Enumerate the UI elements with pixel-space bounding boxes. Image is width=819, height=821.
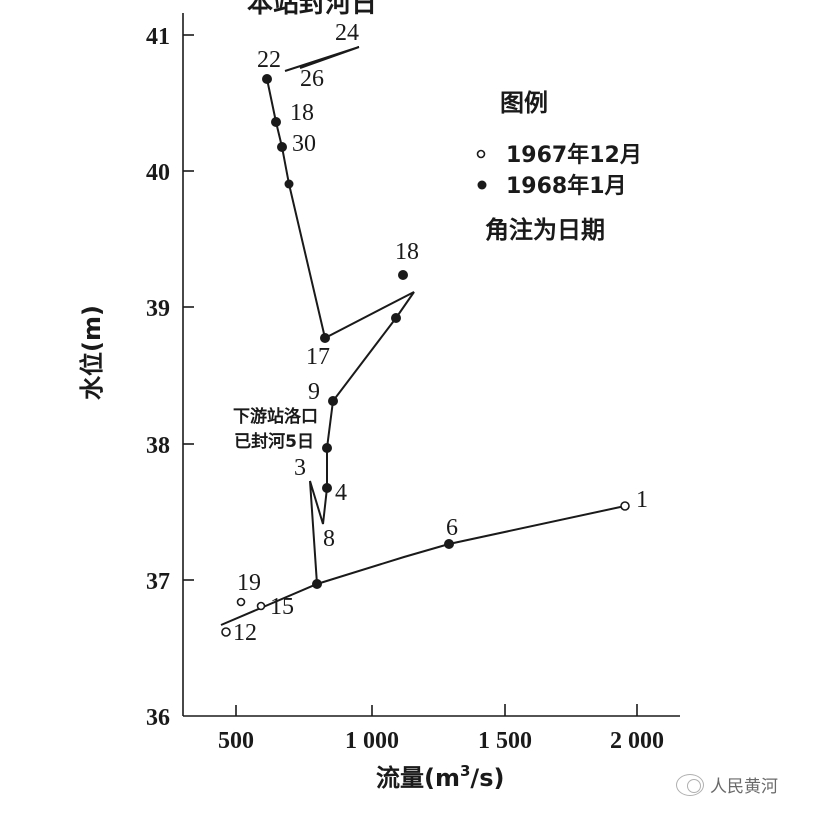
label-18-right: 18 xyxy=(395,239,419,265)
annotation-line1: 下游站洛口 xyxy=(233,406,318,427)
x-axis-label: 流量(m3/s) xyxy=(376,762,504,792)
y-tick-40: 40 xyxy=(146,160,170,186)
data-lines xyxy=(220,46,626,626)
point-dec-15 xyxy=(256,601,266,611)
y-axis-label: 水位(m) xyxy=(78,305,106,400)
legend-filled-label: 1968年1月 xyxy=(506,173,627,199)
legend-filled-marker xyxy=(477,180,487,190)
legend-title: 图例 xyxy=(500,89,548,117)
watermark-text: 人民黄河 xyxy=(710,777,778,797)
point-jan-17 xyxy=(320,333,330,343)
top-loop-line xyxy=(284,46,360,72)
downstream-annotation: 下游站洛口 已封河5日 xyxy=(233,406,318,452)
label-22: 22 xyxy=(257,47,281,73)
label-1: 1 xyxy=(636,487,648,513)
y-tick-38: 38 xyxy=(146,433,170,459)
y-tick-labels: 41 40 39 38 37 36 xyxy=(146,24,170,731)
axes xyxy=(182,13,680,717)
series-1967-12 xyxy=(221,501,630,637)
point-30 xyxy=(277,142,287,152)
point-labels: 22 24 26 18 30 18 17 9 3 4 8 6 1 19 15 1… xyxy=(233,20,648,646)
y-tick-41: 41 xyxy=(146,24,170,50)
y-tick-37: 37 xyxy=(146,569,170,595)
point-dec-unlabeled xyxy=(284,179,294,189)
x-tick-labels: 500 1 000 1 500 2 000 xyxy=(218,728,664,754)
wechat-icon xyxy=(676,773,704,796)
label-17: 17 xyxy=(306,344,330,370)
label-8: 8 xyxy=(323,526,335,552)
legend-open-marker xyxy=(476,149,486,159)
label-12: 12 xyxy=(233,620,257,646)
label-30: 30 xyxy=(292,131,316,157)
y-tick-39: 39 xyxy=(146,296,170,322)
label-9: 9 xyxy=(308,379,320,405)
chart-title: 本站封河日 xyxy=(247,0,377,19)
label-6: 6 xyxy=(446,515,458,541)
point-dec-1 xyxy=(620,501,630,511)
label-3: 3 xyxy=(294,455,306,481)
x-tick-500: 500 xyxy=(218,728,254,754)
point-jan-6 xyxy=(444,539,454,549)
x-tick-1500: 1 500 xyxy=(478,728,532,754)
y-tick-36: 36 xyxy=(146,705,170,731)
legend-open-label: 1967年12月 xyxy=(506,142,642,168)
label-4: 4 xyxy=(335,480,347,506)
legend: 图例 1967年12月 1968年1月 角注为日期 xyxy=(476,89,642,244)
label-15: 15 xyxy=(270,594,294,620)
point-jan-4 xyxy=(322,483,332,493)
watermark: 人民黄河 xyxy=(676,772,778,797)
series-1968-01 xyxy=(262,74,454,589)
loop-line xyxy=(266,78,415,585)
lower-trend-line xyxy=(220,505,626,626)
legend-note: 角注为日期 xyxy=(485,216,605,244)
annotation-line2: 已封河5日 xyxy=(234,431,314,452)
x-tick-1000: 1 000 xyxy=(345,728,399,754)
point-jan-mid xyxy=(391,313,401,323)
point-18-upper xyxy=(271,117,281,127)
label-24: 24 xyxy=(335,20,359,46)
point-dec-19 xyxy=(236,597,246,607)
x-tick-2000: 2 000 xyxy=(610,728,664,754)
point-jan-5 xyxy=(322,443,332,453)
point-22 xyxy=(262,74,272,84)
point-jan-18 xyxy=(398,270,408,280)
label-19: 19 xyxy=(237,570,261,596)
point-jan-junction xyxy=(312,579,322,589)
label-26: 26 xyxy=(300,66,324,92)
point-dec-12 xyxy=(221,627,231,637)
label-18-upper: 18 xyxy=(290,100,314,126)
point-jan-9 xyxy=(328,396,338,406)
